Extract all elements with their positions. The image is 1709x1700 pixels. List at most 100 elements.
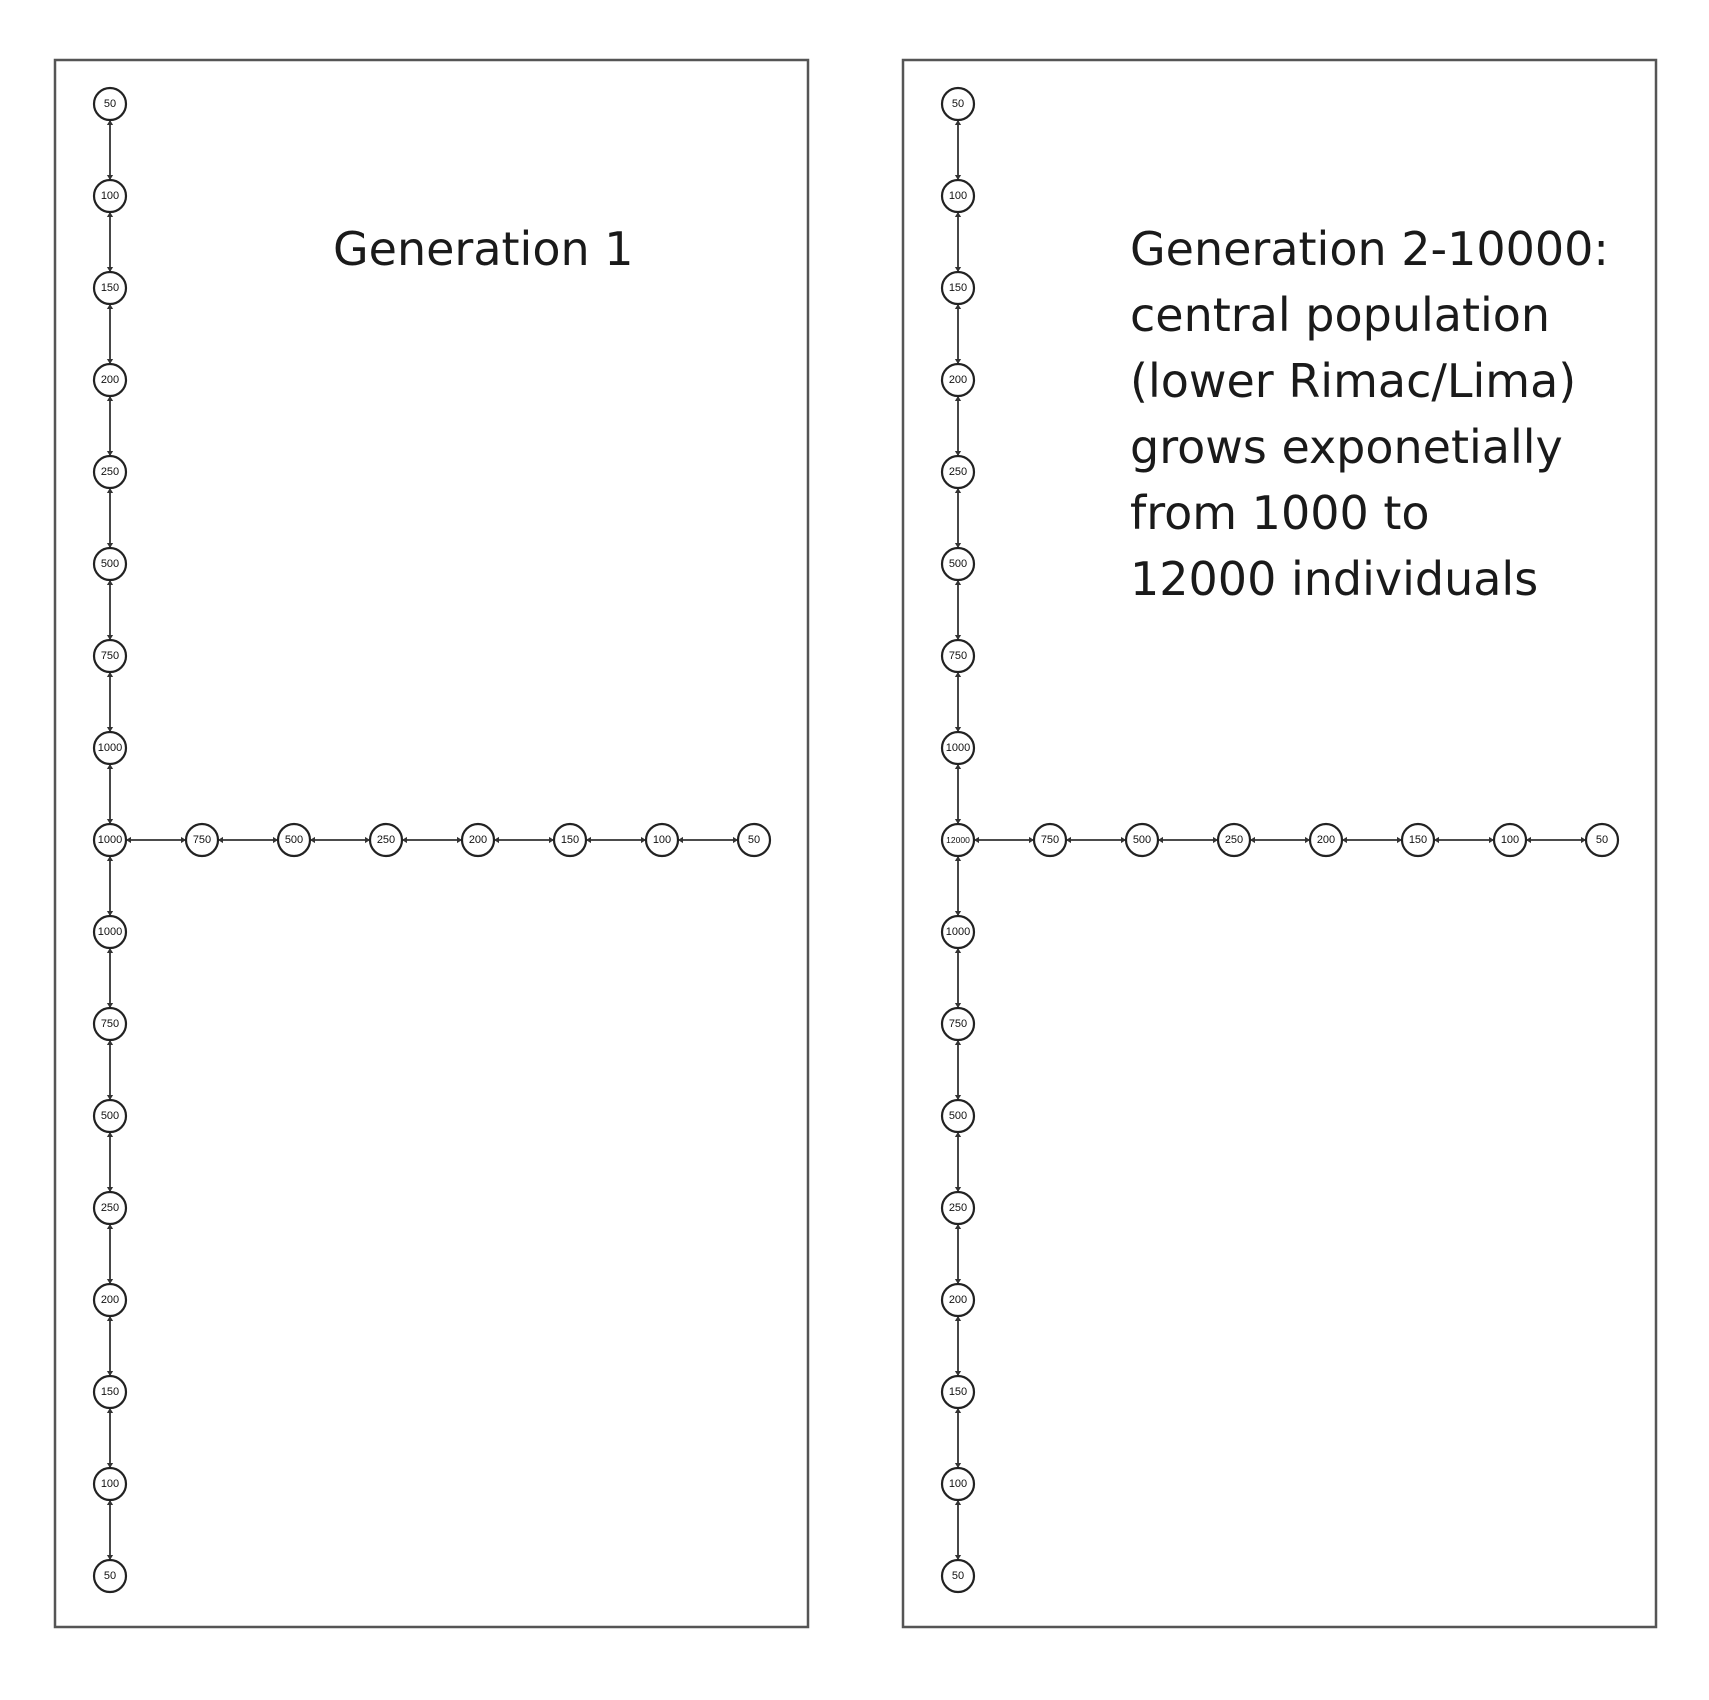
central-population-node: 12000 (940, 822, 976, 858)
vertical-migration-edge-arrow-b (106, 819, 114, 824)
vertical-migration-edge-arrow-a (954, 672, 962, 677)
horizontal-migration-edge-arrow-b (1581, 836, 1586, 844)
panel-frame (53, 58, 810, 1629)
upper-deme-node: 500 (92, 546, 128, 582)
lower-deme-node: 150 (940, 1374, 976, 1410)
vertical-migration-edge-arrow-b (954, 543, 962, 548)
population-size-label: 750 (193, 834, 211, 846)
horizontal-migration-edge-arrow-b (1213, 836, 1218, 844)
population-size-label: 50 (1596, 834, 1608, 846)
population-node-circle (940, 454, 976, 490)
vertical-migration-edge-arrow-b (954, 1279, 962, 1284)
horizontal-migration-edge-arrow-b (733, 836, 738, 844)
population-node-circle (940, 914, 976, 950)
branch-deme-node: 750 (184, 822, 220, 858)
horizontal-migration-edge-arrow-a (1342, 836, 1347, 844)
vertical-migration-edge-arrow-a (954, 948, 962, 953)
population-node-circle (92, 1190, 128, 1226)
vertical-migration-edge-arrow-b (106, 1463, 114, 1468)
panel-caption-line: Generation 1 (333, 222, 634, 276)
population-node-circle (92, 914, 128, 950)
vertical-migration-edge-arrow-a (106, 1500, 114, 1505)
vertical-migration-edge-arrow-b (954, 1463, 962, 1468)
vertical-migration-edge-arrow-b (106, 451, 114, 456)
horizontal-migration-edge-arrow-b (549, 836, 554, 844)
branch-deme-node: 500 (1124, 822, 1160, 858)
vertical-migration-edge-arrow-b (106, 727, 114, 732)
upper-deme-node: 1000 (92, 730, 128, 766)
population-node-circle (92, 178, 128, 214)
population-size-label: 150 (101, 282, 119, 294)
vertical-migration-edge-arrow-b (106, 1555, 114, 1560)
vertical-migration-edge-arrow-b (954, 1371, 962, 1376)
panel-caption-line: from 1000 to (1130, 486, 1430, 540)
population-node-circle (368, 822, 404, 858)
vertical-migration-edge-arrow-a (106, 120, 114, 125)
population-node-circle (940, 638, 976, 674)
horizontal-migration-edge-arrow-a (1250, 836, 1255, 844)
population-size-label: 500 (949, 1110, 967, 1122)
population-size-label: 500 (101, 1110, 119, 1122)
population-size-label: 500 (1133, 834, 1151, 846)
horizontal-migration-edge-arrow-a (310, 836, 315, 844)
population-size-label: 200 (949, 1294, 967, 1306)
vertical-migration-edge-arrow-a (954, 304, 962, 309)
upper-deme-node: 50 (92, 86, 128, 122)
lower-deme-node: 150 (92, 1374, 128, 1410)
panel-caption: Generation 2-10000: central population (lo… (1130, 222, 1609, 606)
population-node-circle (92, 1006, 128, 1042)
population-size-label: 500 (101, 558, 119, 570)
panel-generation-1: 50 100 150 200 250 500 750 1000 1000 1000 750 500 25… (53, 58, 810, 1629)
branch-deme-node: 200 (460, 822, 496, 858)
population-size-label: 750 (949, 1018, 967, 1030)
vertical-migration-edge-arrow-a (954, 1132, 962, 1137)
deme-nodes: 50 100 150 200 250 500 750 1000 12000 1000 750 500 2… (940, 86, 1620, 1594)
population-size-label: 100 (949, 190, 967, 202)
vertical-migration-edge-arrow-b (954, 175, 962, 180)
population-size-label: 250 (377, 834, 395, 846)
population-node-circle (940, 1466, 976, 1502)
population-node-circle (940, 1006, 976, 1042)
population-size-label: 100 (101, 1478, 119, 1490)
lower-deme-node: 200 (940, 1282, 976, 1318)
vertical-migration-edge-arrow-b (106, 267, 114, 272)
lower-deme-node: 750 (92, 1006, 128, 1042)
vertical-migration-edge-arrow-a (106, 1316, 114, 1321)
vertical-migration-edge-arrow-b (106, 1003, 114, 1008)
population-size-label: 200 (101, 374, 119, 386)
population-node-circle (276, 822, 312, 858)
vertical-migration-edge-arrow-a (954, 580, 962, 585)
population-size-label: 100 (1501, 834, 1519, 846)
branch-deme-node: 100 (644, 822, 680, 858)
vertical-migration-edge-arrow-a (106, 1040, 114, 1045)
population-size-label: 50 (952, 1570, 964, 1582)
upper-deme-node: 150 (940, 270, 976, 306)
population-node-circle (92, 638, 128, 674)
vertical-migration-edge-arrow-a (954, 1224, 962, 1229)
population-node-circle (92, 454, 128, 490)
branch-deme-node: 100 (1492, 822, 1528, 858)
population-size-label: 750 (101, 1018, 119, 1030)
population-node-circle (460, 822, 496, 858)
vertical-migration-edge-arrow-a (106, 856, 114, 861)
population-node-circle (92, 362, 128, 398)
population-size-label: 750 (949, 650, 967, 662)
vertical-migration-edge-arrow-a (106, 764, 114, 769)
population-node-circle (940, 270, 976, 306)
panel-generation-2-10000: 50 100 150 200 250 500 750 1000 12000 1000 750 500 2… (901, 58, 1658, 1629)
population-size-label: 150 (949, 1386, 967, 1398)
population-size-label: 250 (101, 466, 119, 478)
population-node-circle (940, 1374, 976, 1410)
population-size-label: 250 (949, 1202, 967, 1214)
population-node-circle (940, 1190, 976, 1226)
population-size-label: 750 (101, 650, 119, 662)
population-size-label: 200 (1317, 834, 1335, 846)
population-size-label: 1000 (946, 926, 970, 938)
lower-deme-node: 100 (92, 1466, 128, 1502)
horizontal-migration-edge-arrow-b (1489, 836, 1494, 844)
vertical-migration-edge-arrow-b (106, 1371, 114, 1376)
population-node-circle (1216, 822, 1252, 858)
vertical-migration-edge-arrow-a (106, 672, 114, 677)
population-node-circle (1032, 822, 1068, 858)
horizontal-migration-edge-arrow-a (218, 836, 223, 844)
